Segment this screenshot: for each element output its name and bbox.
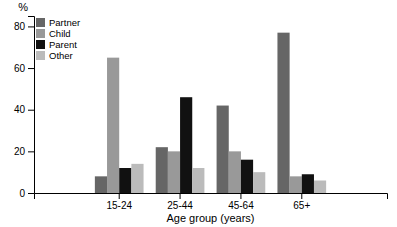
legend-label: Other — [49, 50, 73, 61]
bar — [253, 172, 265, 193]
tick-mark — [119, 193, 120, 199]
bar — [192, 168, 204, 193]
bar-series — [131, 164, 326, 193]
y-axis: 0 20 40 60 80 — [14, 17, 35, 199]
tick-label: 15-24 — [106, 200, 132, 211]
legend-swatch — [36, 29, 45, 38]
bar — [290, 176, 302, 193]
legend-swatch — [36, 51, 45, 60]
bar — [180, 97, 192, 193]
tick-label: 80 — [14, 21, 26, 32]
bar — [168, 151, 180, 193]
tick-label: 20 — [14, 146, 26, 157]
tick: 0 — [19, 188, 34, 199]
y-axis-title: % — [18, 1, 28, 13]
tick-mark — [28, 26, 34, 27]
tick-mark — [301, 193, 302, 199]
legend-item: Partner — [36, 17, 80, 28]
tick-label: 45-64 — [228, 200, 254, 211]
legend-item: Child — [36, 28, 71, 39]
tick: 45-64 — [228, 193, 254, 211]
legend-item: Other — [36, 50, 73, 61]
bar — [314, 181, 326, 193]
x-axis-title: Age group (years) — [166, 212, 254, 224]
tick-label: 25-44 — [167, 200, 193, 211]
x-axis: 15-24 25-44 45-64 65+ — [35, 193, 388, 211]
bar — [95, 176, 107, 193]
legend-swatch — [36, 18, 45, 27]
tick-label: 40 — [14, 104, 26, 115]
axis-line — [28, 17, 35, 194]
bar — [107, 58, 119, 193]
tick: 15-24 — [106, 193, 132, 211]
tick-mark — [180, 193, 181, 199]
tick-label: 60 — [14, 63, 26, 74]
tick-label: 0 — [19, 188, 25, 199]
bar — [302, 174, 314, 193]
tick-mark — [28, 110, 34, 111]
bar — [156, 147, 168, 193]
bar-series — [107, 58, 302, 193]
chart: 0 20 40 60 80 15-24 25-44 45-64 65+ Age group (ye… — [0, 0, 397, 227]
legend-item: Parent — [36, 39, 77, 50]
bar-series — [95, 33, 290, 193]
legend-label: Parent — [49, 39, 77, 50]
bar — [229, 151, 241, 193]
tick: 80 — [14, 21, 34, 32]
bar — [131, 164, 143, 193]
tick-mark — [28, 193, 34, 194]
tick-mark — [240, 193, 241, 199]
axis-line — [35, 194, 388, 200]
bar — [277, 33, 289, 193]
tick: 40 — [14, 104, 34, 115]
tick: 60 — [14, 63, 34, 74]
tick: 65+ — [293, 193, 310, 211]
legend-swatch — [36, 40, 45, 49]
bars — [95, 33, 326, 193]
tick: 25-44 — [167, 193, 193, 211]
legend: PartnerChildParentOther — [36, 17, 80, 61]
tick-mark — [28, 68, 34, 69]
bar — [241, 160, 253, 193]
tick: 20 — [14, 146, 34, 157]
bar — [119, 168, 131, 193]
plot: 0 20 40 60 80 15-24 25-44 45-64 65+ Age group (ye… — [14, 1, 388, 224]
bar — [217, 106, 229, 193]
tick-label: 65+ — [293, 200, 310, 211]
tick-mark — [28, 151, 34, 152]
legend-label: Partner — [49, 17, 80, 28]
bar-series — [119, 97, 314, 193]
legend-label: Child — [49, 28, 71, 39]
